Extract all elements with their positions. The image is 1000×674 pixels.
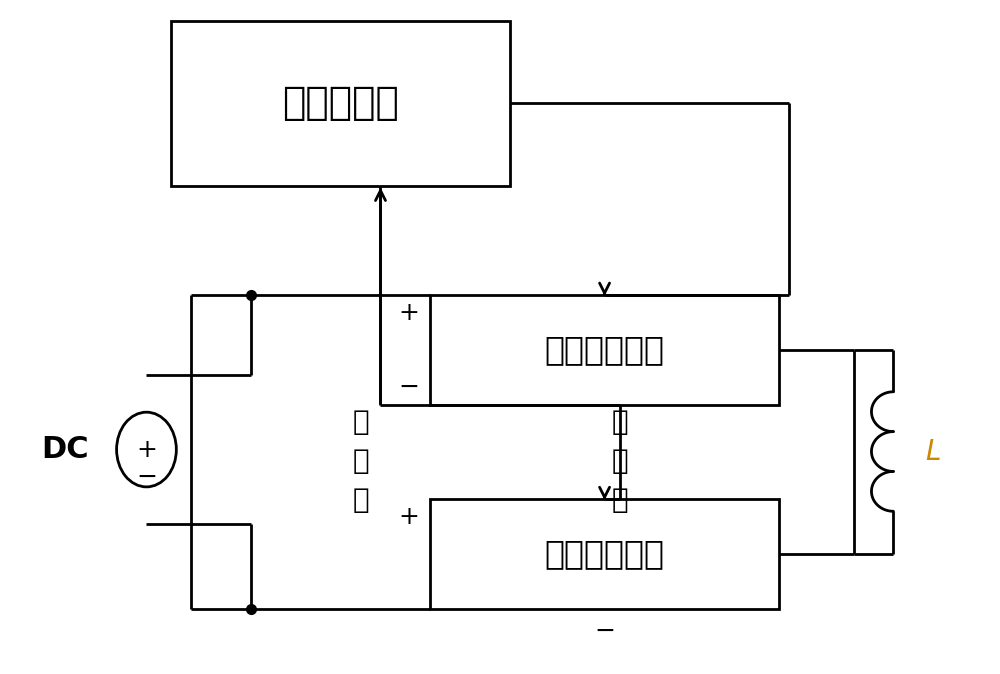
Text: 第一功率模块: 第一功率模块 <box>545 334 665 367</box>
Text: 上位机系统: 上位机系统 <box>282 84 399 123</box>
Text: +: + <box>398 506 419 529</box>
Bar <box>171 22 510 185</box>
Text: L: L <box>925 437 941 466</box>
Text: −: − <box>398 375 419 399</box>
Text: +: + <box>398 301 419 325</box>
Text: DC: DC <box>41 435 89 464</box>
Text: −: − <box>136 466 157 489</box>
Text: 低
压
侧: 低 压 侧 <box>352 408 369 514</box>
Text: −: − <box>594 619 615 643</box>
Ellipse shape <box>117 412 176 487</box>
Text: +: + <box>136 437 157 462</box>
Text: 高
压
侧: 高 压 侧 <box>611 408 628 514</box>
Bar <box>430 499 779 609</box>
Text: 第二功率模块: 第二功率模块 <box>545 538 665 571</box>
Bar <box>430 295 779 404</box>
